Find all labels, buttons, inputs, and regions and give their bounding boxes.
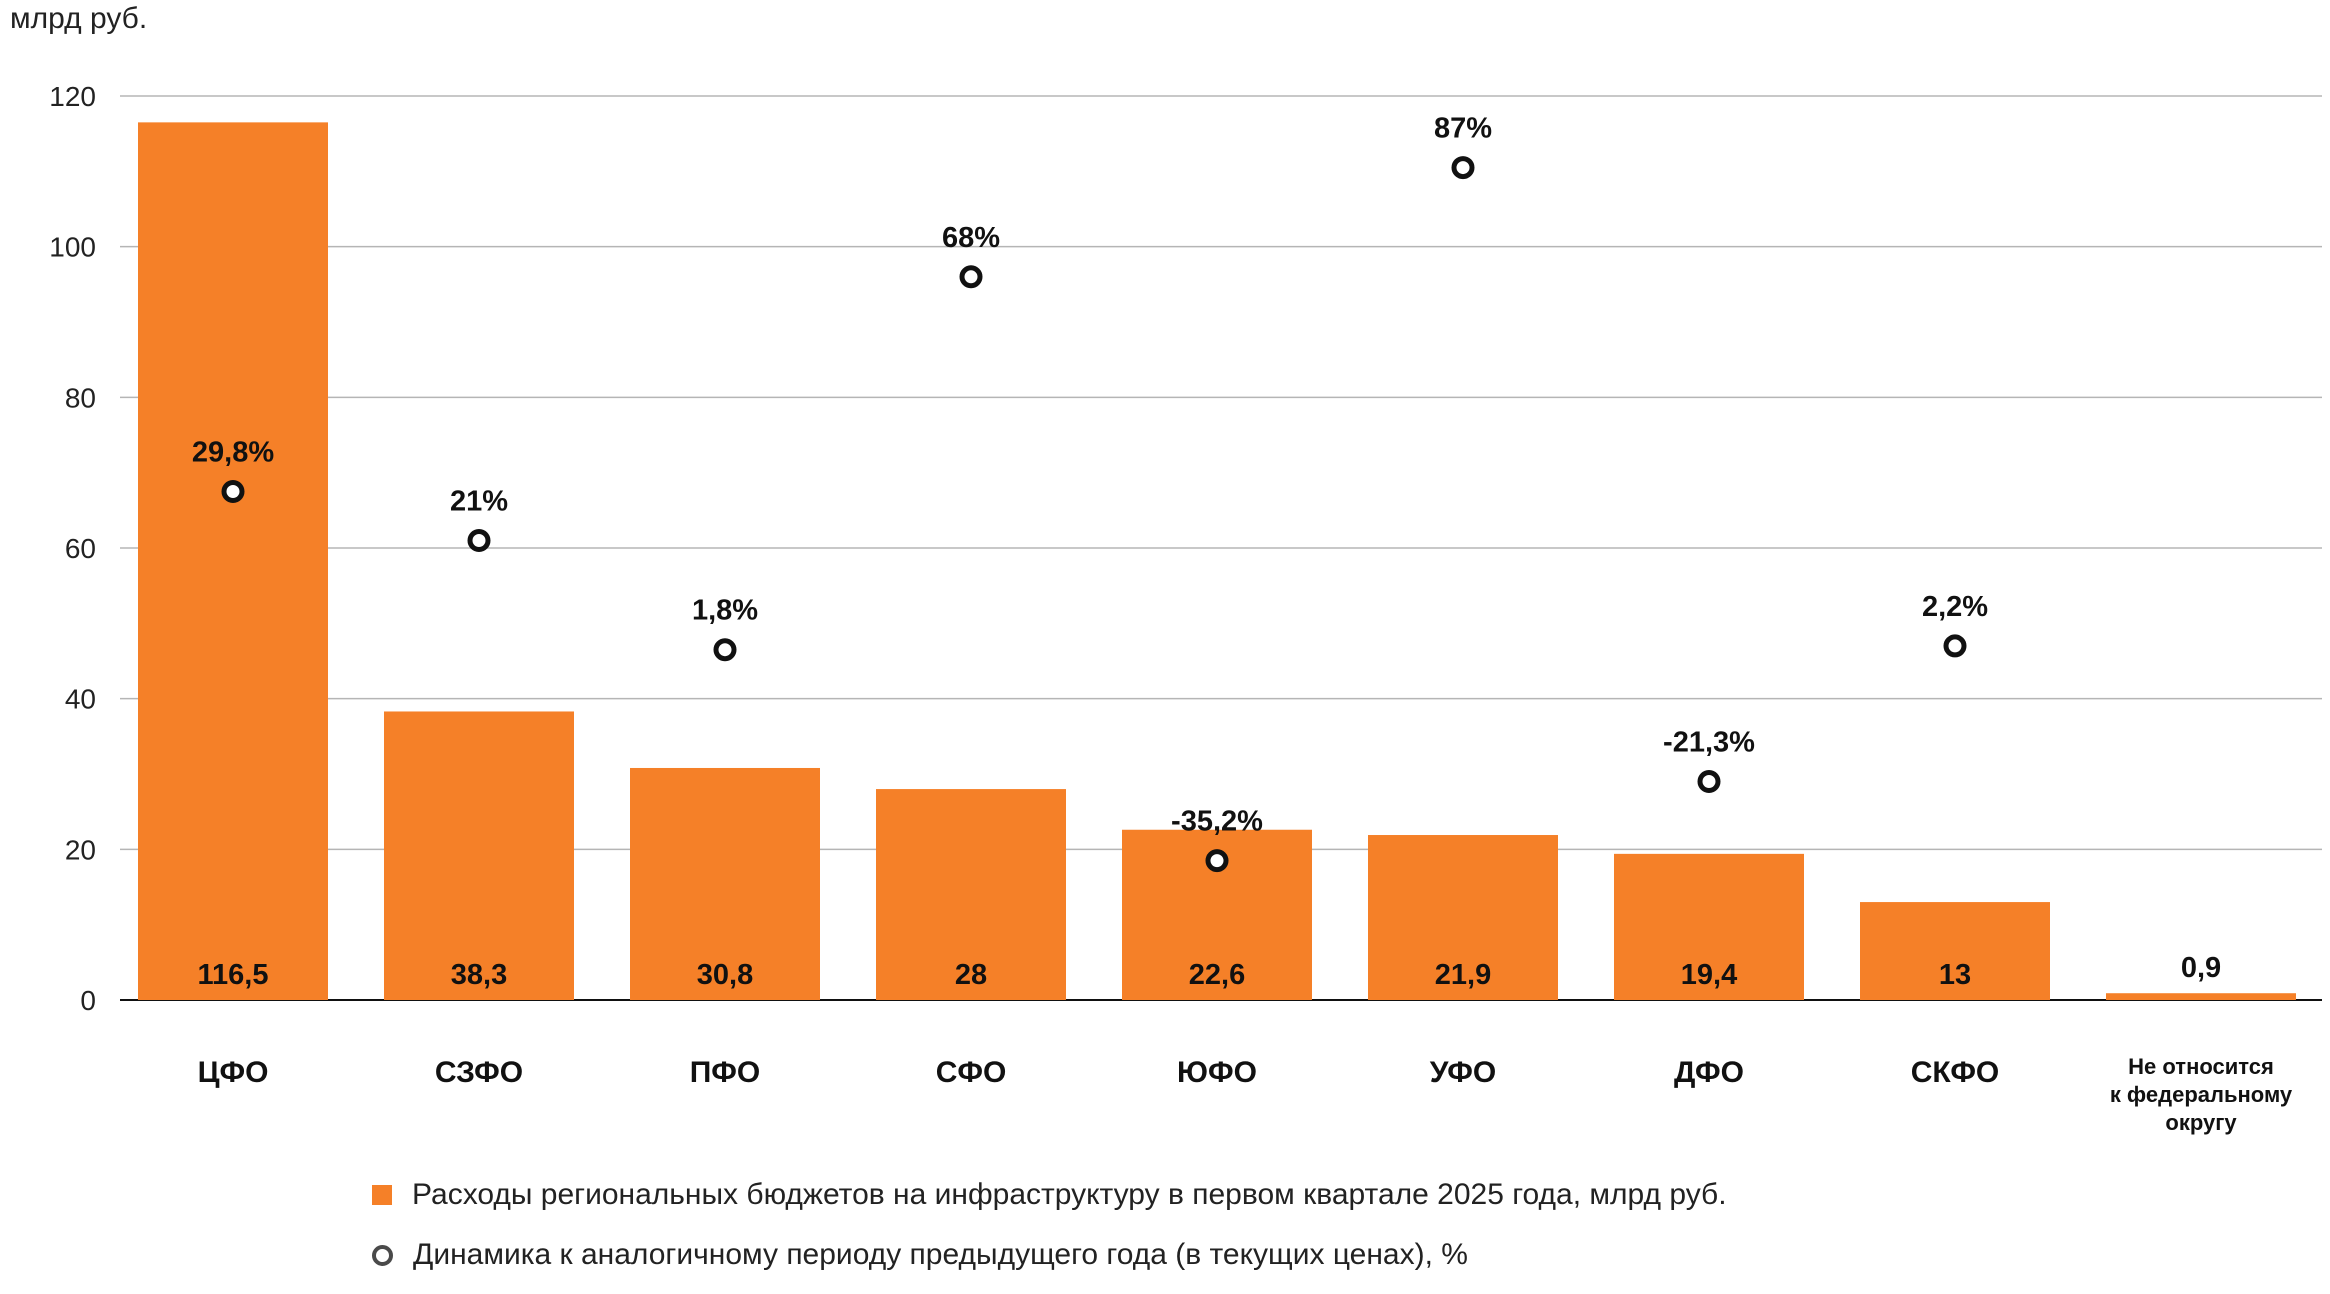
bar-value-label: 30,8 [697, 959, 753, 991]
bar-value-label: 28 [955, 959, 987, 991]
y-axis-ticks: 0 20 40 60 80 100 120 [49, 81, 96, 1016]
dynamics-label: 87% [1434, 113, 1492, 145]
x-category-label: СЗФО [435, 1056, 523, 1089]
y-tick-label: 40 [65, 684, 96, 715]
y-tick-label: 0 [80, 985, 96, 1016]
bar-value-label: 22,6 [1189, 959, 1245, 991]
bar-value-label: 38,3 [451, 959, 507, 991]
legend-dynamics-label: Динамика к аналогичному периоду предыдущ… [413, 1238, 1468, 1271]
dynamics-label: 21% [450, 485, 508, 517]
bar-value-label: 116,5 [198, 959, 269, 991]
y-tick-label: 20 [65, 834, 96, 865]
dynamics-label: -21,3% [1663, 727, 1755, 759]
bars [138, 122, 2296, 1000]
y-tick-label: 120 [49, 81, 96, 112]
x-category-label-line: округу [2165, 1110, 2237, 1135]
x-category-label: ПФО [690, 1056, 761, 1089]
dynamics-label: 1,8% [692, 595, 758, 627]
bar [1368, 835, 1558, 1000]
dynamics-marker [1697, 770, 1721, 794]
dynamics-label: 29,8% [192, 437, 274, 469]
y-tick-label: 60 [65, 533, 96, 564]
bar [384, 711, 574, 1000]
bar-value-label: 19,4 [1681, 959, 1737, 991]
dynamics-label: 2,2% [1922, 591, 1988, 623]
x-category-label: ЮФО [1177, 1056, 1257, 1089]
bar-value-label: 13 [1939, 959, 1971, 991]
legend-item-dynamics: Динамика к аналогичному периоду предыдущ… [372, 1238, 1468, 1272]
dynamics-marker [713, 638, 737, 662]
x-category-label: СФО [936, 1056, 1007, 1089]
dynamics-marker [959, 265, 983, 289]
x-axis-labels: ЦФО СЗФО ПФО СФО ЮФО УФО ДФО СКФО Не относится к … [198, 1054, 2293, 1135]
x-category-label: СКФО [1911, 1056, 2000, 1089]
dynamics-label: -35,2% [1171, 806, 1263, 838]
y-axis-unit-label: млрд руб. [10, 2, 148, 35]
legend-marker-swatch [372, 1244, 393, 1266]
y-tick-label: 100 [49, 232, 96, 263]
bar [630, 767, 820, 1000]
bar [876, 789, 1066, 1000]
dynamics-marker [1451, 156, 1475, 180]
dynamics-marker [467, 528, 491, 552]
x-category-label-line: к федеральному [2110, 1082, 2293, 1107]
bar-value-label: 21,9 [1435, 959, 1491, 991]
y-tick-label: 80 [65, 382, 96, 413]
legend-bar-swatch [372, 1185, 392, 1205]
x-category-label: ЦФО [198, 1056, 269, 1089]
bar [1614, 853, 1804, 1000]
dynamics-label: 68% [942, 222, 1000, 254]
x-category-label: ДФО [1674, 1056, 1744, 1089]
bar-value-label: 0,9 [2181, 952, 2221, 984]
dynamics-marker [1205, 849, 1229, 873]
dynamics-marker [1943, 634, 1967, 658]
legend-expenses-label: Расходы региональных бюджетов на инфраст… [412, 1178, 1727, 1211]
bar [2106, 993, 2296, 1000]
bar [1860, 902, 2050, 1000]
bar [138, 122, 328, 1000]
dynamics-markers: 29,8% 21% 1,8% 68% -35,2% 87% -21,3% 2,2% [192, 113, 1988, 873]
bar-value-labels: 116,5 38,3 30,8 28 22,6 21,9 19,4 13 0,9 [198, 952, 2222, 991]
dynamics-marker [221, 480, 245, 503]
x-category-label-line: Не относится [2128, 1054, 2274, 1079]
x-category-label: УФО [1430, 1056, 1496, 1089]
legend-item-expenses: Расходы региональных бюджетов на инфраст… [372, 1178, 1727, 1212]
